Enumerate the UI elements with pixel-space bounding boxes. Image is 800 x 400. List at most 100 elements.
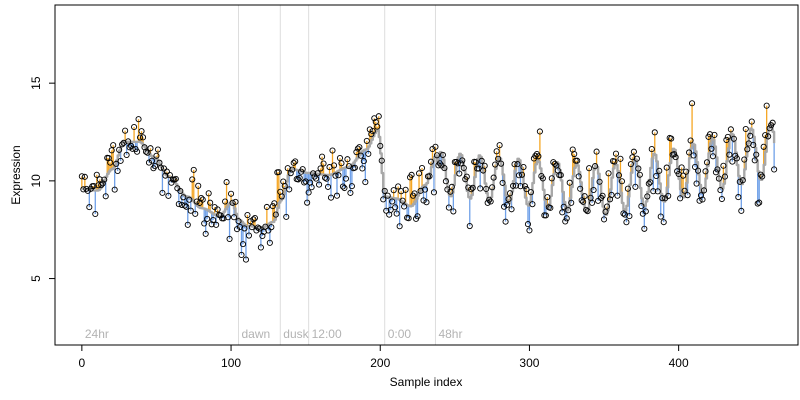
data-point <box>430 189 438 196</box>
data-point <box>432 143 439 150</box>
data-point <box>314 170 321 177</box>
data-point <box>117 157 124 164</box>
data-point <box>210 217 217 224</box>
data-point <box>472 159 479 166</box>
data-point <box>144 149 151 156</box>
data-point <box>771 166 778 173</box>
data-point <box>232 198 239 205</box>
y-tick-label: 15 <box>29 76 43 90</box>
data-point <box>624 185 631 192</box>
data-point <box>308 184 315 191</box>
data-point <box>354 145 361 152</box>
data-point <box>135 116 142 123</box>
data-point <box>611 158 618 165</box>
data-point <box>186 196 193 203</box>
data-point <box>126 144 133 151</box>
data-point <box>420 197 427 204</box>
data-point <box>603 203 611 210</box>
data-point <box>736 178 743 185</box>
data-point <box>574 157 581 164</box>
data-point <box>523 186 530 193</box>
data-point <box>316 181 323 188</box>
data-point <box>151 163 159 170</box>
data-point <box>378 157 385 164</box>
phase-label: 48hr <box>438 327 462 341</box>
data-point <box>375 113 382 120</box>
data-point <box>245 232 253 239</box>
data-point <box>509 182 517 189</box>
data-point <box>623 219 630 226</box>
data-point <box>441 165 448 172</box>
data-point <box>659 195 666 202</box>
data-point <box>571 150 578 158</box>
phase-labels: 24hr dawn dusk 12:00 0:00 48hr <box>85 327 463 341</box>
data-point <box>254 224 261 231</box>
data-point <box>368 131 375 138</box>
data-point <box>757 171 764 178</box>
data-point <box>696 197 703 204</box>
data-point <box>677 195 684 202</box>
data-point <box>527 189 534 196</box>
data-point <box>253 227 260 234</box>
data-point <box>239 241 247 248</box>
data-point <box>742 125 749 133</box>
data-point <box>748 118 755 125</box>
data-point <box>427 158 435 165</box>
data-point <box>399 197 406 204</box>
data-point <box>248 224 255 231</box>
data-point <box>617 155 624 162</box>
data-point <box>518 171 526 178</box>
phase-label: 0:00 <box>388 327 412 341</box>
data-point <box>515 172 523 179</box>
data-point <box>672 154 679 161</box>
data-point <box>408 171 415 178</box>
data-point <box>271 200 278 207</box>
data-point <box>201 220 208 227</box>
data-point <box>142 148 150 155</box>
data-point <box>415 170 423 177</box>
data-point <box>439 151 446 158</box>
data-point <box>204 215 211 222</box>
data-point <box>711 131 718 138</box>
data-point <box>627 161 634 168</box>
data-point <box>586 165 593 172</box>
data-point <box>492 161 499 168</box>
data-points <box>78 100 778 263</box>
data-point <box>486 196 493 203</box>
data-point <box>319 153 326 160</box>
data-point <box>165 192 172 199</box>
data-point <box>356 144 363 151</box>
data-point <box>166 172 173 179</box>
data-point <box>693 180 700 187</box>
data-point <box>310 170 317 177</box>
data-point <box>122 127 129 134</box>
data-point <box>683 168 690 175</box>
data-point <box>287 170 294 177</box>
data-point <box>638 203 645 210</box>
data-point <box>581 193 588 200</box>
data-point <box>454 160 461 167</box>
data-point <box>351 164 358 171</box>
data-point <box>602 208 609 215</box>
fit-line <box>81 122 776 229</box>
data-point <box>563 215 570 222</box>
data-point <box>656 167 663 174</box>
data-point <box>729 158 736 165</box>
data-point <box>119 141 126 148</box>
data-point <box>192 210 199 217</box>
data-point <box>139 134 147 141</box>
data-point <box>750 141 757 148</box>
data-point <box>320 160 327 167</box>
data-point <box>145 159 153 166</box>
data-point <box>392 204 399 211</box>
data-point <box>747 132 754 139</box>
data-point <box>501 203 508 210</box>
y-axis: 5 10 15 <box>29 76 56 282</box>
data-point <box>663 164 670 171</box>
data-point <box>304 199 311 206</box>
data-point <box>744 146 751 153</box>
data-point <box>668 135 675 142</box>
data-point <box>387 206 394 213</box>
data-point <box>228 190 235 197</box>
